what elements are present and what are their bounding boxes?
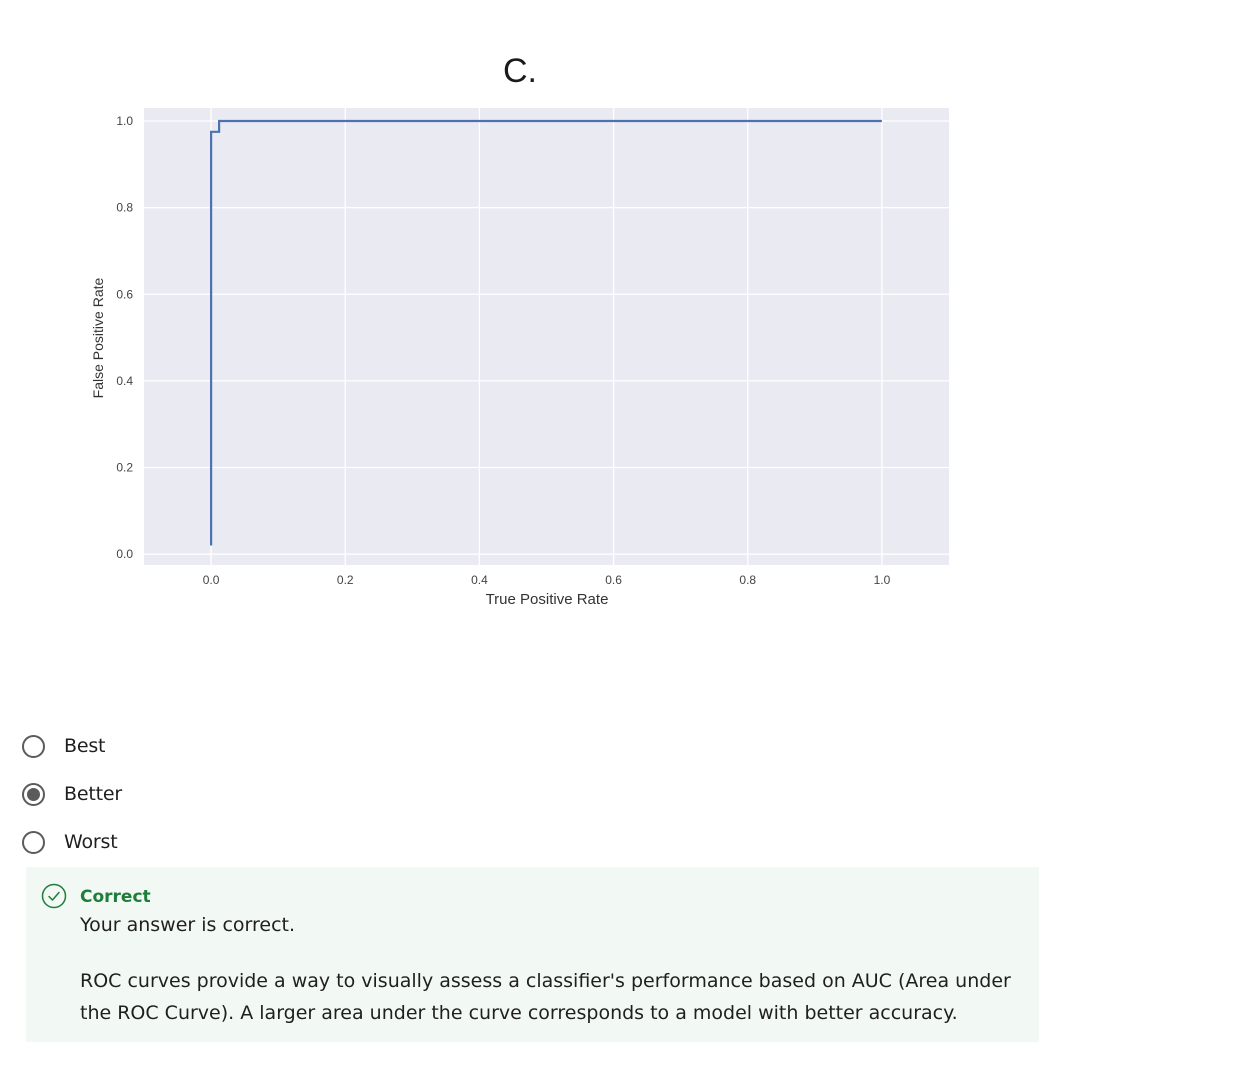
y-tick-label: 0.8: [116, 201, 133, 215]
roc-curve-line: [210, 119, 882, 546]
x-tick-label: 0.8: [739, 573, 756, 587]
feedback-message: Your answer is correct.: [80, 914, 296, 936]
option-label: Best: [64, 735, 106, 757]
x-tick-label: 0.6: [605, 573, 622, 587]
x-tick-label: 0.2: [337, 573, 354, 587]
y-axis-label: False Positive Rate: [90, 277, 106, 398]
x-axis-label: True Positive Rate: [486, 591, 609, 608]
radio-button[interactable]: [22, 734, 45, 758]
option-worst[interactable]: Worst: [22, 818, 122, 866]
option-best[interactable]: Best: [22, 722, 122, 770]
answer-options: Best Better Worst: [22, 722, 122, 866]
x-tick-label: 0.4: [471, 573, 488, 587]
option-label: Worst: [64, 831, 118, 853]
x-tick-label: 0.0: [203, 573, 220, 587]
y-tick-label: 0.2: [116, 461, 133, 475]
feedback-explanation: ROC curves provide a way to visually ass…: [80, 970, 1011, 1024]
option-label: Better: [64, 783, 122, 805]
feedback-panel: Correct Your answer is correct. ROC curv…: [26, 867, 1039, 1042]
roc-chart: C. 0.0 0.2 0.4 0.6 0.8 1.00.00.20.40.60.81.0 …: [90, 52, 949, 608]
x-tick-label: 1.0: [874, 573, 891, 587]
radio-button[interactable]: [22, 782, 45, 806]
option-better[interactable]: Better: [22, 770, 122, 818]
question-label: C.: [503, 52, 537, 90]
y-tick-label: 1.0: [116, 114, 133, 128]
radio-dot: [27, 787, 40, 801]
y-tick-label: 0.6: [116, 287, 133, 301]
feedback-status: Correct: [80, 887, 151, 907]
check-circle-icon: [41, 883, 67, 909]
y-tick-label: 0.4: [116, 374, 133, 388]
y-tick-label: 0.0: [116, 547, 133, 561]
radio-button[interactable]: [22, 830, 45, 854]
plot-area: [144, 108, 949, 565]
